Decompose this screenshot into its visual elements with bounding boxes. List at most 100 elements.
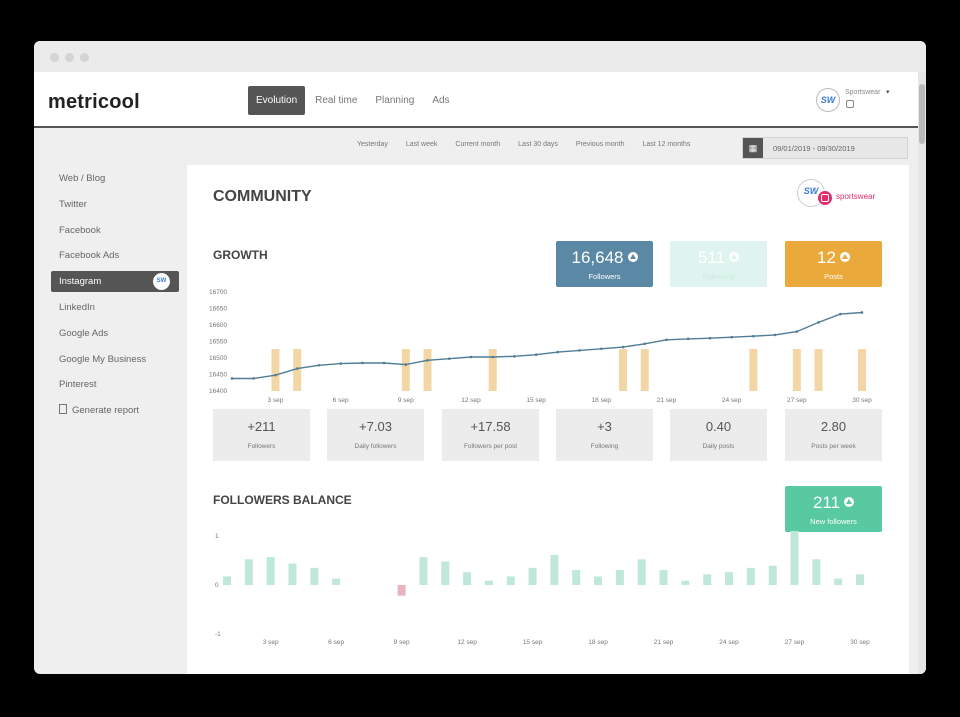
following-value: 511 (697, 248, 726, 267)
account-badge: SW (153, 273, 170, 291)
stat-followers-per-post-value: +17.58 (470, 419, 511, 434)
balance-bar (550, 555, 559, 585)
balance-bar (812, 559, 821, 585)
sidebar-item-google-my-business[interactable]: Google My Business (59, 353, 147, 365)
stat-daily-followers: +7.03 Daily followers (327, 409, 424, 461)
stat-followers-per-post: +17.58 Followers per post (442, 409, 539, 461)
y-tick-label: 16400 (209, 388, 227, 395)
followers-value: 16,648 (571, 248, 624, 267)
followers-point (317, 363, 321, 367)
sidebar-item-web-blog[interactable]: Web / Blog (59, 173, 106, 184)
sidebar-item-linkedin[interactable]: LinkedIn (59, 301, 95, 313)
post-bar (814, 349, 823, 391)
followers-point (252, 377, 256, 380)
account-name: Sportswear (845, 89, 881, 96)
instagram-icon (817, 190, 833, 206)
y-tick-label: 16600 (209, 322, 227, 329)
tab-planning[interactable]: Planning (375, 95, 415, 106)
community-title: COMMUNITY (213, 188, 312, 205)
window-dot-1[interactable] (50, 53, 59, 62)
sidebar-item-pinterest[interactable]: Pinterest (59, 379, 97, 391)
nav-tabs: Evolution Real time Planning Ads (248, 86, 460, 115)
x-tick-label: 6 sep (333, 397, 349, 404)
x-tick-label: 9 sep (394, 639, 410, 646)
scrollbar[interactable] (918, 72, 926, 674)
range-last-30-days[interactable]: Last 30 days (518, 141, 558, 148)
range-previous-month[interactable]: Previous month (575, 141, 625, 148)
balance-bar (572, 570, 581, 585)
stat-followers-value: +211 (247, 419, 276, 434)
followers-point (860, 311, 864, 314)
calendar-icon[interactable]: ▦ (743, 138, 763, 158)
followers-point (643, 342, 647, 346)
followers-point (773, 333, 777, 337)
balance-bar (288, 563, 297, 585)
balance-bar (506, 576, 515, 585)
followers-point (491, 355, 494, 359)
balance-bar (615, 570, 624, 585)
stat-following-label: Following (590, 443, 619, 450)
followers-balance-title: FOLLOWERS BALANCE (213, 493, 352, 507)
balance-bar (681, 580, 690, 585)
followers-point (708, 336, 712, 340)
range-last-week[interactable]: Last week (405, 141, 438, 148)
date-range-picker[interactable]: ▦ 09/01/2019 - 09/30/2019 (742, 137, 908, 159)
sidebar: Web / Blog Twitter Facebook Facebook Ads… (51, 168, 179, 426)
balance-bar (419, 557, 428, 585)
app-logo[interactable]: metricool (48, 91, 140, 113)
balance-bar (332, 578, 341, 585)
x-tick-label: 6 sep (328, 639, 344, 646)
post-bar (488, 349, 497, 391)
followers-point (230, 377, 234, 380)
balance-bar (594, 576, 603, 585)
range-yesterday[interactable]: Yesterday (357, 141, 388, 148)
balance-bar (441, 561, 450, 585)
range-last-12-months[interactable]: Last 12 months (642, 141, 691, 148)
generate-report-link[interactable]: Generate report (51, 400, 179, 421)
x-tick-label: 24 sep (719, 639, 739, 646)
stat-posts-per-week-label: Posts per week (811, 443, 856, 450)
followers-point (578, 349, 581, 352)
window-dot-2[interactable] (65, 53, 74, 62)
new-followers-value: 211 (812, 493, 841, 512)
tab-real-time[interactable]: Real time (315, 95, 358, 106)
balance-bar (244, 559, 253, 585)
y-tick-label: 1 (215, 533, 219, 540)
x-tick-label: 21 sep (657, 397, 677, 404)
followers-point (752, 334, 755, 338)
quick-ranges: Yesterday Last week Current month Last 3… (357, 141, 708, 148)
scrollbar-thumb[interactable] (919, 84, 925, 144)
sidebar-item-facebook[interactable]: Facebook (59, 224, 101, 236)
chevron-down-icon[interactable]: ▾ (886, 89, 890, 96)
account-switcher[interactable]: SW Sportswear ▾ (814, 86, 914, 116)
followers-point (404, 363, 408, 366)
arrow-up-icon (729, 252, 740, 262)
y-tick-label: 16550 (209, 339, 227, 346)
tab-evolution[interactable]: Evolution (248, 86, 306, 115)
following-card: 511 Following (670, 241, 767, 287)
sidebar-item-twitter[interactable]: Twitter (59, 198, 87, 210)
stat-daily-followers-value: +7.03 (359, 419, 392, 434)
followers-point (817, 321, 820, 324)
balance-bar (659, 570, 668, 585)
balance-bar (637, 559, 646, 585)
tab-ads[interactable]: Ads (432, 95, 450, 106)
sidebar-item-instagram[interactable]: Instagram SW (51, 271, 179, 293)
post-bar (749, 349, 758, 391)
followers-point (730, 335, 733, 339)
sidebar-item-facebook-ads[interactable]: Facebook Ads (59, 250, 120, 262)
range-current-month[interactable]: Current month (455, 141, 501, 148)
sidebar-item-google-ads[interactable]: Google Ads (59, 327, 109, 339)
instagram-icon (846, 100, 854, 108)
new-followers-card: 211 New followers (785, 486, 882, 532)
stat-posts-per-week: 2.80 Posts per week (785, 409, 882, 461)
post-bar (401, 349, 410, 391)
date-range-bar: Yesterday Last week Current month Last 3… (34, 128, 918, 164)
followers-point (621, 345, 625, 349)
window-dot-3[interactable] (80, 53, 89, 62)
account-avatar: SW (816, 88, 840, 112)
followers-point (382, 361, 386, 365)
followers-card: 16,648 Followers (556, 241, 653, 287)
followers-point (274, 373, 277, 377)
balance-bar (725, 572, 734, 585)
